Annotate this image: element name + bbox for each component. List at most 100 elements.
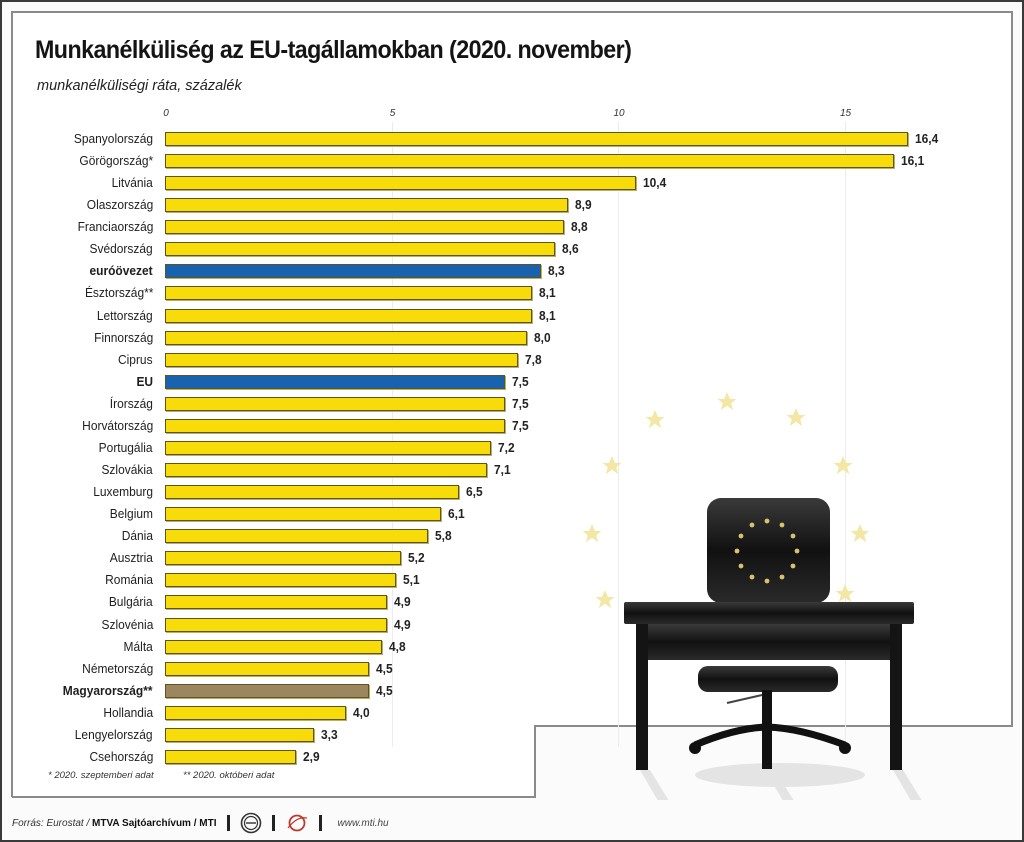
bar: [165, 330, 528, 345]
value-label: 8,9: [575, 197, 592, 213]
bar: [165, 198, 569, 213]
category-label: Málta: [123, 638, 153, 654]
value-label: 8,1: [538, 285, 556, 301]
divider: [318, 815, 322, 831]
value-label: 8,8: [570, 219, 588, 235]
floor-shadow: [640, 763, 922, 800]
bar: [165, 683, 369, 698]
value-label: 16,1: [901, 153, 925, 169]
value-label: 5,1: [403, 572, 420, 588]
bar: [165, 551, 401, 566]
value-label: 5,8: [434, 528, 452, 544]
gridline: [618, 122, 619, 747]
category-label: Litvánia: [111, 175, 153, 191]
category-label: Dánia: [121, 528, 153, 544]
value-label: 8,3: [547, 263, 565, 279]
bar: [165, 617, 387, 632]
gridline: [844, 122, 846, 747]
value-label: 2,9: [303, 748, 320, 764]
divider: [271, 815, 275, 831]
bar: [165, 727, 315, 742]
illustration: [582, 392, 922, 800]
mtva-logo-icon: [240, 812, 261, 834]
bar: [165, 352, 519, 367]
source-agency: MTVA Sajtóarchívum / MTI: [92, 817, 217, 829]
value-label: 3,3: [321, 726, 339, 742]
category-label: Olaszország: [86, 197, 153, 213]
bar: [165, 374, 505, 389]
value-label: 7,5: [511, 373, 529, 389]
bar: [165, 595, 387, 610]
category-label: Románia: [105, 572, 153, 588]
category-label: Szlovénia: [101, 616, 153, 632]
category-label: Németország: [81, 660, 153, 676]
bar: [165, 573, 397, 588]
bar: [165, 463, 487, 478]
value-label: 4,9: [393, 594, 411, 610]
category-label: Svédország: [89, 241, 153, 257]
category-label: Portugália: [99, 439, 153, 455]
value-label: 7,2: [498, 439, 515, 455]
bar: [165, 705, 347, 720]
category-label: Spanyolország: [73, 131, 153, 146]
divider: [226, 815, 230, 831]
category-label: EU: [136, 373, 153, 389]
category-label: Franciaország: [77, 219, 153, 235]
value-label: 7,8: [525, 351, 542, 367]
category-label: Lettország: [97, 307, 153, 323]
value-label: 4,5: [375, 682, 393, 698]
category-label: Magyarország**: [63, 682, 153, 698]
value-label: 7,5: [511, 417, 529, 433]
bar: [165, 154, 895, 169]
category-label: Ausztria: [109, 550, 153, 566]
bar: [165, 132, 908, 146]
x-tick-label: 15: [839, 108, 852, 119]
category-label: Szlovákia: [101, 462, 153, 478]
category-label: Bulgária: [109, 594, 153, 610]
gridline: [391, 122, 393, 747]
category-label: Ciprus: [118, 351, 153, 367]
category-label: Finnország: [93, 329, 153, 345]
source-label: Forrás: Eurostat / MTVA Sajtóarchívum / …: [12, 818, 217, 829]
value-label: 4,8: [389, 638, 407, 654]
mti-logo-icon: [287, 814, 307, 832]
category-label: Horvátország: [81, 417, 153, 433]
source-prefix: Forrás: Eurostat /: [12, 817, 93, 829]
bar: [165, 264, 541, 279]
bar: [165, 418, 505, 433]
office-chair-icon: [689, 498, 851, 769]
value-label: 8,6: [561, 241, 579, 257]
category-label: Észtország**: [84, 285, 153, 301]
value-label: 4,0: [353, 704, 370, 720]
bar: [165, 440, 492, 455]
bar: [165, 176, 637, 191]
x-tick-label: 5: [389, 108, 396, 119]
category-label: Csehország: [89, 748, 153, 764]
footnote-september: * 2020. szeptemberi adat: [48, 770, 154, 781]
bar: [165, 286, 532, 301]
value-label: 6,1: [448, 506, 465, 522]
category-label: Lengyelország: [75, 726, 153, 742]
value-label: 4,5: [375, 660, 393, 676]
bar: [165, 749, 297, 764]
value-label: 4,9: [393, 616, 411, 632]
x-tick-label: 10: [613, 108, 625, 119]
bar: [165, 507, 442, 522]
chart-subtitle: munkanélküliségi ráta, százalék: [37, 78, 242, 94]
bar: [165, 529, 428, 544]
website-link[interactable]: www.mti.hu: [337, 817, 389, 829]
bar: [165, 220, 564, 235]
category-label: Hollandia: [103, 704, 153, 720]
bar: [165, 639, 383, 654]
bar: [165, 485, 460, 500]
bar: [165, 661, 369, 676]
bar: [165, 308, 532, 323]
category-label: Írország: [109, 395, 153, 411]
chart-title: Munkanélküliség az EU-tagállamokban (202…: [35, 36, 632, 64]
value-label: 6,5: [466, 484, 484, 500]
value-label: 8,0: [534, 329, 552, 345]
category-label: Görögország*: [79, 153, 153, 169]
bar: [165, 396, 505, 411]
value-label: 7,1: [493, 462, 511, 478]
value-label: 8,1: [538, 307, 556, 323]
